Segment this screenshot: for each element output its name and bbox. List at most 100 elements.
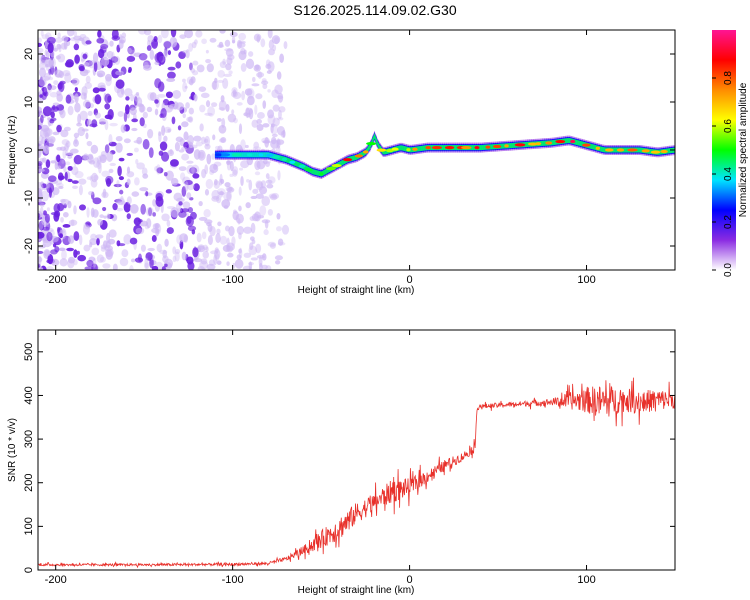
noise-blob	[116, 87, 125, 98]
y-tick-label: 0	[23, 147, 35, 153]
noise-blob	[236, 254, 242, 260]
noise-blob	[133, 147, 139, 153]
noise-blob	[49, 138, 55, 148]
noise-blob	[159, 141, 168, 151]
noise-blob	[94, 112, 101, 119]
ridge-segment	[399, 145, 403, 151]
noise-blob	[38, 37, 42, 43]
noise-blob	[262, 123, 270, 128]
noise-blob	[155, 196, 164, 207]
ridge-peak	[298, 164, 306, 168]
noise-blob	[86, 207, 90, 218]
noise-blob	[38, 221, 44, 231]
noise-blob	[108, 229, 117, 238]
noise-blob	[238, 186, 242, 196]
y-tick-label: 400	[23, 386, 35, 404]
noise-blob	[176, 197, 185, 203]
noise-blob	[76, 122, 82, 127]
noise-blob	[101, 170, 110, 178]
noise-blob	[63, 40, 68, 50]
noise-blob	[117, 243, 126, 247]
noise-blob	[148, 147, 154, 159]
noise-blob	[96, 155, 102, 165]
noise-blob	[88, 59, 96, 69]
noise-blob	[276, 212, 281, 220]
noise-blob	[38, 42, 43, 48]
noise-blob	[156, 243, 163, 253]
noise-blob	[48, 136, 56, 144]
noise-blob	[261, 253, 267, 261]
noise-blob	[198, 86, 207, 92]
noise-blob	[204, 138, 209, 143]
colorbar-tick-label: 0.0	[723, 263, 734, 277]
noise-blob	[42, 239, 52, 248]
noise-blob	[92, 209, 99, 218]
noise-blob	[144, 257, 149, 269]
ridge-peak	[461, 146, 472, 150]
noise-blob	[90, 191, 95, 200]
noise-blob	[246, 95, 255, 106]
noise-blob	[181, 251, 187, 261]
noise-blob	[67, 151, 74, 156]
noise-blob	[98, 118, 106, 125]
colorbar-tick-label: 0.4	[723, 167, 734, 181]
noise-blob	[44, 213, 50, 223]
noise-blob	[67, 256, 76, 264]
noise-blob	[85, 40, 92, 45]
noise-blob	[129, 203, 139, 214]
noise-blob	[267, 176, 276, 185]
noise-blob	[231, 39, 236, 44]
noise-blob	[274, 84, 283, 95]
spectrogram-y-axis: -20 -10 0 10 20	[23, 48, 675, 254]
noise-blob	[193, 135, 202, 142]
noise-blob	[182, 78, 186, 83]
noise-blob	[255, 243, 262, 254]
noise-blob	[277, 92, 284, 103]
noise-blob	[47, 175, 57, 182]
ridge-peak	[385, 148, 394, 153]
noise-blob	[267, 241, 277, 247]
x-tick-label: -100	[222, 574, 244, 586]
noise-blob	[200, 92, 210, 99]
noise-blob	[243, 112, 248, 117]
noise-blob	[149, 92, 157, 102]
ridge-segment	[639, 147, 643, 153]
noise-blob	[205, 246, 209, 252]
noise-blob	[56, 165, 62, 170]
y-tick-label: 500	[23, 343, 35, 361]
noise-blob	[160, 30, 169, 39]
ridge-segment	[295, 161, 299, 167]
snr-panel: -200 -100 0 100 0 100 200 300 400 500 Height of …	[7, 329, 676, 596]
noise-blob	[38, 124, 42, 131]
noise-blob	[152, 212, 156, 217]
noise-blob	[204, 189, 210, 196]
noise-blob	[106, 50, 114, 59]
ridge-peak	[570, 139, 576, 144]
noise-blob	[61, 139, 70, 146]
figure-title: S126.2025.114.09.02.G30	[293, 2, 456, 18]
ridge-peak	[366, 142, 377, 146]
noise-blob	[47, 83, 52, 91]
noise-blob	[54, 179, 63, 186]
noise-blob	[155, 228, 160, 237]
noise-blob	[38, 51, 43, 61]
noise-blob	[229, 31, 238, 38]
noise-blob	[243, 252, 252, 258]
noise-blob	[52, 187, 60, 196]
noise-blob	[206, 263, 216, 270]
ridge-segment	[501, 143, 505, 149]
noise-blob	[99, 256, 106, 263]
noise-blob	[102, 206, 107, 212]
noise-blob	[255, 93, 263, 100]
noise-blob	[149, 49, 155, 61]
noise-blob	[109, 40, 114, 47]
noise-blob	[49, 91, 59, 98]
noise-blob	[154, 99, 159, 104]
ridge-segment	[624, 147, 628, 153]
noise-blob	[82, 99, 91, 108]
noise-blob	[78, 178, 87, 185]
noise-blob	[59, 233, 64, 239]
noise-blob	[215, 233, 221, 244]
noise-blob	[154, 52, 163, 63]
